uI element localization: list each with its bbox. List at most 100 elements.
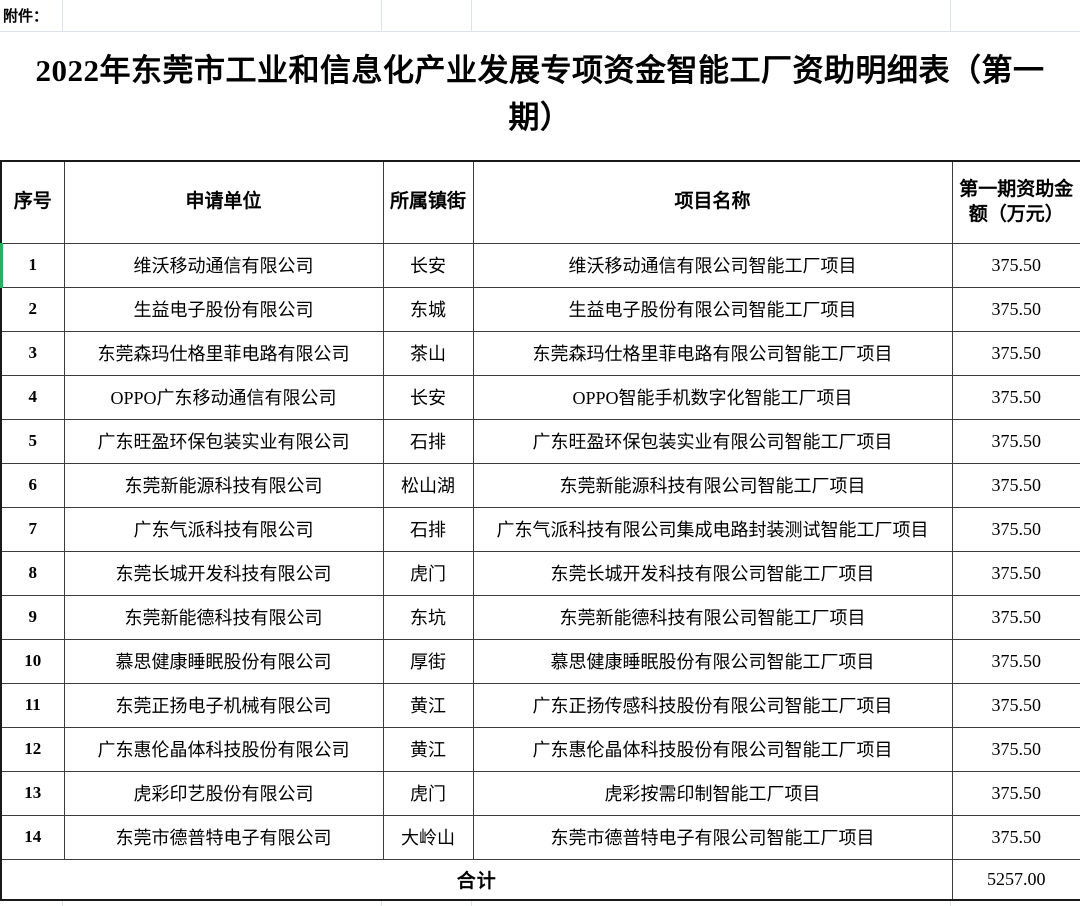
cell-project: 广东惠伦晶体科技股份有限公司智能工厂项目 [472,726,953,772]
empty-grid-cell [63,0,382,31]
cell-applicant: 东莞市德普特电子有限公司 [63,814,384,860]
cell-applicant: 慕思健康睡眠股份有限公司 [63,638,384,684]
cell-applicant: 广东旺盈环保包装实业有限公司 [63,418,384,464]
page-title: 2022年东莞市工业和信息化产业发展专项资金智能工厂资助明细表（第一期） [35,53,1045,135]
cell-project: 维沃移动通信有限公司智能工厂项目 [472,242,953,288]
row-selection-accent [0,243,3,288]
cell-amount: 375.50 [951,550,1080,596]
attachment-cell: 附件： [0,0,63,31]
attachment-row: 附件： [0,0,1080,32]
cell-project: 东莞森玛仕格里菲电路有限公司智能工厂项目 [472,330,953,376]
cell-applicant: 东莞森玛仕格里菲电路有限公司 [63,330,384,376]
cell-no: 12 [0,726,65,772]
cell-town: 大岭山 [382,814,474,860]
cell-town: 虎门 [382,550,474,596]
empty-grid-cell [951,0,1080,31]
empty-grid-cell [382,901,472,906]
cell-applicant: 虎彩印艺股份有限公司 [63,770,384,816]
empty-grid-cell [472,0,951,31]
cell-town: 石排 [382,418,474,464]
cell-amount: 375.50 [951,330,1080,376]
table-header-row: 序号 申请单位 所属镇街 项目名称 第一期资助金额（万元） [0,160,1080,244]
cell-town: 黄江 [382,726,474,772]
cell-town: 厚街 [382,638,474,684]
cell-applicant: 东莞新能源科技有限公司 [63,462,384,508]
table-row: 2 生益电子股份有限公司 东城 生益电子股份有限公司智能工厂项目 375.50 [0,286,1080,332]
empty-grid-cell [382,0,472,31]
cell-amount: 375.50 [951,814,1080,860]
cell-no: 2 [0,286,65,332]
cell-amount: 375.50 [951,726,1080,772]
cell-project: OPPO智能手机数字化智能工厂项目 [472,374,953,420]
bottom-grid-strip [0,901,1080,906]
cell-applicant: 广东气派科技有限公司 [63,506,384,552]
cell-no: 4 [0,374,65,420]
cell-town: 东城 [382,286,474,332]
cell-applicant: 东莞正扬电子机械有限公司 [63,682,384,728]
cell-no: 13 [0,770,65,816]
empty-grid-cell [0,901,63,906]
table-row: 3 东莞森玛仕格里菲电路有限公司 茶山 东莞森玛仕格里菲电路有限公司智能工厂项目… [0,330,1080,376]
cell-no: 3 [0,330,65,376]
cell-project: 东莞长城开发科技有限公司智能工厂项目 [472,550,953,596]
cell-project: 广东旺盈环保包装实业有限公司智能工厂项目 [472,418,953,464]
cell-town: 东坑 [382,594,474,640]
cell-applicant: 广东惠伦晶体科技股份有限公司 [63,726,384,772]
cell-applicant: 东莞长城开发科技有限公司 [63,550,384,596]
cell-amount: 375.50 [951,682,1080,728]
cell-project: 虎彩按需印制智能工厂项目 [472,770,953,816]
cell-no: 8 [0,550,65,596]
cell-project: 广东气派科技有限公司集成电路封装测试智能工厂项目 [472,506,953,552]
table-row: 1 维沃移动通信有限公司 长安 维沃移动通信有限公司智能工厂项目 375.50 [0,242,1080,288]
cell-project: 广东正扬传感科技股份有限公司智能工厂项目 [472,682,953,728]
cell-no: 10 [0,638,65,684]
cell-amount: 375.50 [951,462,1080,508]
cell-town: 长安 [382,242,474,288]
cell-town: 松山湖 [382,462,474,508]
total-label: 合计 [0,858,953,901]
cell-amount: 375.50 [951,242,1080,288]
cell-amount: 375.50 [951,506,1080,552]
table-row: 8 东莞长城开发科技有限公司 虎门 东莞长城开发科技有限公司智能工厂项目 375… [0,550,1080,596]
cell-amount: 375.50 [951,770,1080,816]
table-row: 10 慕思健康睡眠股份有限公司 厚街 慕思健康睡眠股份有限公司智能工厂项目 37… [0,638,1080,684]
table-row: 11 东莞正扬电子机械有限公司 黄江 广东正扬传感科技股份有限公司智能工厂项目 … [0,682,1080,728]
cell-project: 生益电子股份有限公司智能工厂项目 [472,286,953,332]
header-amount: 第一期资助金额（万元） [951,160,1080,244]
cell-no: 9 [0,594,65,640]
table-row: 13 虎彩印艺股份有限公司 虎门 虎彩按需印制智能工厂项目 375.50 [0,770,1080,816]
total-row: 合计 5257.00 [0,858,1080,901]
empty-grid-cell [472,901,951,906]
cell-amount: 375.50 [951,594,1080,640]
cell-no: 11 [0,682,65,728]
cell-project: 东莞新能德科技有限公司智能工厂项目 [472,594,953,640]
table-row: 14 东莞市德普特电子有限公司 大岭山 东莞市德普特电子有限公司智能工厂项目 3… [0,814,1080,860]
cell-town: 石排 [382,506,474,552]
cell-town: 虎门 [382,770,474,816]
table-row: 6 东莞新能源科技有限公司 松山湖 东莞新能源科技有限公司智能工厂项目 375.… [0,462,1080,508]
table-row: 7 广东气派科技有限公司 石排 广东气派科技有限公司集成电路封装测试智能工厂项目… [0,506,1080,552]
cell-project: 东莞新能源科技有限公司智能工厂项目 [472,462,953,508]
header-town: 所属镇街 [382,160,474,244]
cell-applicant: OPPO广东移动通信有限公司 [63,374,384,420]
title-block: 2022年东莞市工业和信息化产业发展专项资金智能工厂资助明细表（第一期） [0,32,1080,160]
attachment-label: 附件： [3,8,49,25]
grant-detail-table: 序号 申请单位 所属镇街 项目名称 第一期资助金额（万元） 1 维沃移动通信有限… [0,160,1080,901]
cell-town: 长安 [382,374,474,420]
cell-amount: 375.50 [951,286,1080,332]
cell-project: 慕思健康睡眠股份有限公司智能工厂项目 [472,638,953,684]
cell-amount: 375.50 [951,418,1080,464]
cell-no: 14 [0,814,65,860]
total-amount: 5257.00 [951,858,1080,901]
cell-no: 1 [0,242,65,288]
table-row: 12 广东惠伦晶体科技股份有限公司 黄江 广东惠伦晶体科技股份有限公司智能工厂项… [0,726,1080,772]
empty-grid-cell [63,901,382,906]
cell-applicant: 生益电子股份有限公司 [63,286,384,332]
cell-amount: 375.50 [951,374,1080,420]
header-applicant: 申请单位 [63,160,384,244]
cell-town: 茶山 [382,330,474,376]
header-project: 项目名称 [472,160,953,244]
empty-grid-cell [951,901,1080,906]
table-row: 9 东莞新能德科技有限公司 东坑 东莞新能德科技有限公司智能工厂项目 375.5… [0,594,1080,640]
